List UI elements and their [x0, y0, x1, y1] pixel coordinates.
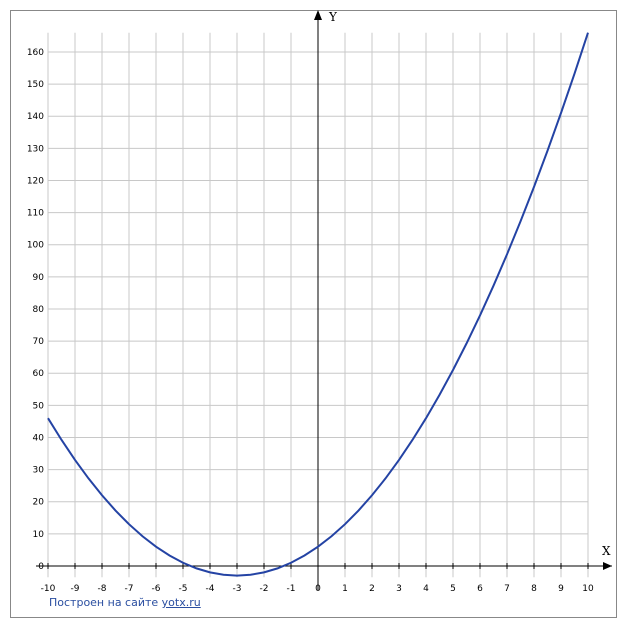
y-tick-label: 10 [33, 530, 45, 540]
x-tick-label: 1 [342, 584, 348, 594]
y-tick-label: 150 [27, 80, 44, 90]
frame [10, 10, 617, 618]
y-tick-label: 110 [27, 209, 44, 219]
y-tick-label: 100 [27, 241, 44, 251]
curve [47, 32, 589, 577]
x-tick-label: -8 [98, 584, 107, 594]
y-tick-label: 50 [33, 401, 45, 411]
y-tick-label: 120 [27, 176, 44, 186]
x-tick-label: 6 [477, 584, 483, 594]
x-tick-label: -3 [233, 584, 242, 594]
y-tick-label: 160 [27, 48, 44, 58]
x-tick-label: -7 [125, 584, 134, 594]
x-tick-label: 9 [558, 584, 564, 594]
y-tick-label: 60 [33, 369, 45, 379]
y-tick-label: 70 [33, 337, 45, 347]
y-tick-label: 90 [33, 273, 45, 283]
footer-link[interactable]: yotx.ru [161, 596, 201, 609]
x-tick-label: 10 [582, 584, 594, 594]
x-tick-label: -9 [71, 584, 80, 594]
y-axis-label: Y [328, 10, 338, 24]
x-tick-label: 3 [396, 584, 402, 594]
x-tick-label: -6 [152, 584, 161, 594]
x-tick-label: -2 [260, 584, 269, 594]
y-tick-label: 130 [27, 144, 44, 154]
y-axis-arrow [314, 10, 322, 20]
x-tick-label: 8 [531, 584, 537, 594]
y-tick-label: 20 [33, 498, 45, 508]
x-tick-label: 2 [369, 584, 375, 594]
x-tick-label: -5 [179, 584, 188, 594]
footer-text: Построен на сайте [49, 596, 159, 609]
x-tick-label: -1 [287, 584, 296, 594]
y-tick-label: 0 [38, 562, 44, 572]
footer: Построен на сайте yotx.ru [49, 596, 201, 609]
y-tick-label: 30 [33, 466, 45, 476]
x-tick-label: -4 [206, 584, 215, 594]
x-tick-label: 4 [423, 584, 429, 594]
y-tick-label: 80 [33, 305, 45, 315]
x-axis-label: X [602, 544, 611, 558]
x-tick-label: 5 [450, 584, 456, 594]
x-tick-label: -10 [41, 584, 56, 594]
x-axis-arrow [603, 561, 612, 570]
x-tick-label: 7 [504, 584, 510, 594]
y-tick-label: 140 [27, 112, 44, 122]
y-tick-label: 40 [33, 433, 45, 443]
